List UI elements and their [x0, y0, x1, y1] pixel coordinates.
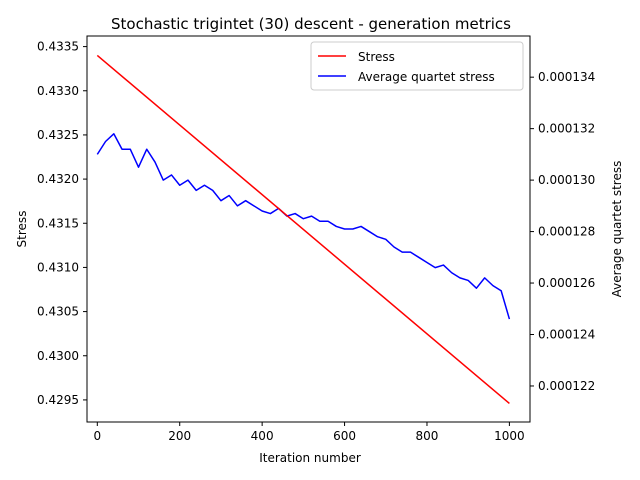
y-tick-label: 0.4325: [37, 128, 79, 142]
x-tick-label: 1000: [494, 429, 525, 443]
x-tick-label: 200: [168, 429, 191, 443]
quartet-stress-line: [96, 133, 511, 320]
x-tick-label: 800: [416, 429, 439, 443]
y2-tick-label: 0.000124: [538, 328, 595, 342]
legend-label-quartet: Average quartet stress: [358, 70, 495, 84]
x-tick-label: 400: [251, 429, 274, 443]
y-tick-label: 0.4305: [37, 305, 79, 319]
y2-tick-label: 0.000130: [538, 173, 595, 187]
y-tick-label: 0.4315: [37, 216, 79, 230]
y-tick-label: 0.4330: [37, 84, 79, 98]
y2-tick-label: 0.000122: [538, 379, 595, 393]
y-axis-label: Stress: [15, 211, 29, 248]
x-axis-label: Iteration number: [259, 451, 361, 465]
y-tick-label: 0.4295: [37, 393, 79, 407]
legend-box: [310, 41, 524, 91]
y-tick-label: 0.4335: [37, 40, 79, 54]
legend: Stress Average quartet stress: [310, 41, 524, 91]
y-tick-label: 0.4320: [37, 172, 79, 186]
x-tick-label: 0: [93, 429, 101, 443]
y-tick-label: 0.4300: [37, 349, 79, 363]
y2-tick-label: 0.000132: [538, 122, 595, 136]
x-tick-label: 600: [333, 429, 356, 443]
legend-label-stress: Stress: [358, 50, 395, 64]
chart-title: Stochastic trigintet (30) descent - gene…: [111, 15, 511, 33]
plot-frame: [86, 35, 531, 423]
y-tick-label: 0.4310: [37, 260, 79, 274]
y2-tick-label: 0.000128: [538, 225, 595, 239]
x-axis: 0 200 400 600 800 1000: [93, 422, 525, 443]
stress-line: [96, 54, 510, 405]
y-axis-left: 0.4295 0.4300 0.4305 0.4310 0.4315 0.4320 0.43…: [37, 40, 87, 407]
y2-axis-label: Average quartet stress: [610, 161, 624, 298]
y2-tick-label: 0.000134: [538, 70, 595, 84]
plot-area: [96, 54, 511, 405]
y-axis-right: 0.000122 0.000124 0.000126 0.000128 0.000130…: [530, 70, 595, 393]
y2-tick-label: 0.000126: [538, 276, 595, 290]
